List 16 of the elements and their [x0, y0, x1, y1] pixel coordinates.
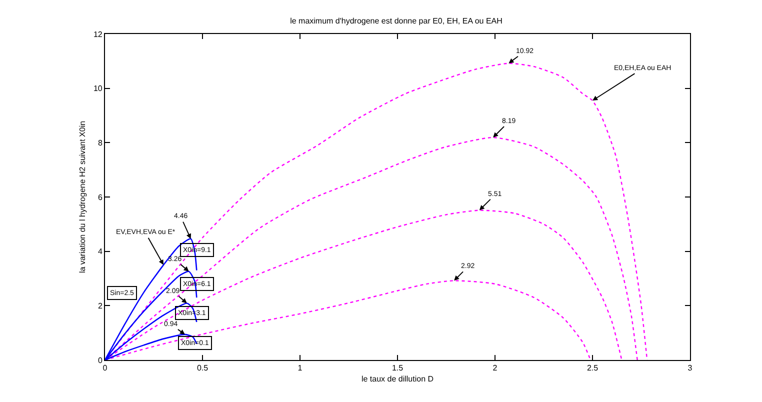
y-axis-title: la variation du l hydrogene H2 suivant X0in [78, 120, 88, 274]
x-axis-title: le taux de dillution D [361, 374, 434, 384]
x-tick-label: 1.5 [392, 364, 404, 373]
y-tick-label: 2 [98, 301, 103, 310]
y-tick-label: 10 [93, 84, 103, 94]
y-tick-label: 4 [98, 247, 103, 256]
y-tick-label: 0 [98, 356, 103, 365]
y-tick-label: 8 [98, 138, 103, 148]
x-tick-label: 3 [688, 364, 693, 373]
x-tick-label: 2 [492, 364, 498, 373]
x-tick-label: 0.5 [196, 364, 209, 373]
chart-title: le maximum d'hydrogene est donne par E0, EH, EA ou EAH [290, 16, 503, 26]
x-tick-label: 2.5 [586, 364, 599, 373]
y-tick-label: 6 [98, 192, 103, 202]
x-tick-label: 1 [298, 364, 303, 373]
y-tick-label: 12 [93, 30, 103, 39]
